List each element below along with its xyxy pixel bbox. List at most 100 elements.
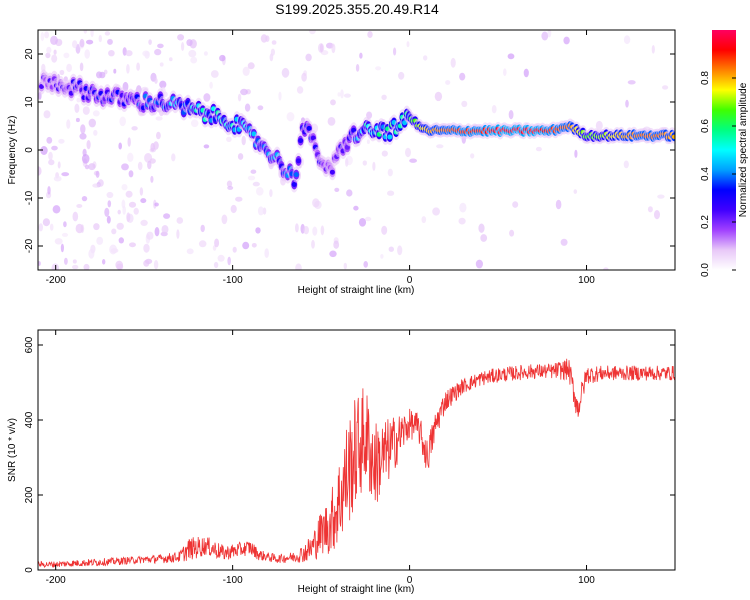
spectrogram-speckle <box>59 69 65 76</box>
spectrogram-x-tick-label: 0 <box>407 275 413 286</box>
spectrogram-speckle <box>226 136 232 142</box>
spectrogram-speckle <box>117 209 121 215</box>
spectrogram-speckle <box>104 31 111 36</box>
spectrogram-speckle <box>226 180 233 188</box>
spectrogram-speckle <box>136 62 141 71</box>
spectrogram-speckle <box>257 206 264 216</box>
spectrogram-speckle <box>129 242 136 248</box>
spectrogram-speckle <box>44 31 50 39</box>
spectrogram-speckle <box>353 205 359 211</box>
spectrogram-speckle <box>111 228 117 235</box>
spectrogram-y-tick-label: 10 <box>24 96 35 108</box>
spectrogram-speckle <box>118 237 125 244</box>
spectrogram-speckle <box>503 68 507 76</box>
spectrogram-speckle <box>66 119 71 129</box>
spectrogram-speckle <box>53 49 57 55</box>
spectrogram-speckle <box>72 40 78 49</box>
spectrogram-speckle <box>303 226 310 235</box>
spectrogram-x-ticks: -200 -100 0 100 <box>46 30 595 286</box>
spectrogram-speckle <box>81 154 90 164</box>
spectrogram-speckle <box>242 66 250 77</box>
spectrogram-ridge-core <box>310 135 316 141</box>
spectrogram-speckle <box>63 221 67 228</box>
spectrogram-ridge-core <box>387 134 393 140</box>
spectrogram-speckle <box>409 158 417 163</box>
spectrogram-speckle <box>305 53 312 62</box>
snr-x-tick-label: -200 <box>46 575 66 586</box>
spectrogram-x-tick-label: 100 <box>578 275 595 286</box>
spectrogram-speckle <box>95 170 100 178</box>
spectrogram-speckle <box>171 153 176 162</box>
spectrogram-speckle <box>48 151 53 161</box>
spectrogram-speckle <box>51 145 58 151</box>
spectrogram-speckle <box>133 207 139 215</box>
spectrogram-speckle <box>159 62 164 67</box>
spectrogram-speckle <box>72 211 79 222</box>
spectrogram-speckle <box>366 111 373 119</box>
spectrogram-y-axis-label: Frequency (Hz) <box>7 116 18 185</box>
spectrogram-y-tick-label: -10 <box>24 190 35 205</box>
spectrogram-speckle <box>116 263 124 270</box>
spectrogram-speckle <box>366 139 370 144</box>
figure-title: S199.2025.355.20.49.R14 <box>275 1 439 17</box>
spectrogram-speckle <box>48 159 55 166</box>
spectrogram-speckle <box>150 175 154 183</box>
spectrogram-speckle <box>320 225 325 236</box>
spectrogram-speckle <box>541 31 549 41</box>
spectrogram-speckle <box>625 99 629 108</box>
spectrogram-speckle <box>156 131 161 140</box>
spectrogram-speckle <box>176 217 184 224</box>
spectrogram-speckle <box>107 38 113 45</box>
spectrogram-heatmap <box>38 30 675 270</box>
spectrogram-speckle <box>118 142 122 150</box>
snr-y-axis-label: SNR (10 * v/v) <box>7 418 18 482</box>
colorbar-label: Normalized spectral amplitude <box>738 82 749 217</box>
spectrogram-speckle <box>86 39 94 45</box>
spectrogram-speckle <box>265 35 270 42</box>
spectrogram-speckle <box>153 260 159 270</box>
spectrogram-speckle <box>512 201 519 208</box>
spectrogram-speckle <box>535 146 542 152</box>
spectrogram-speckle <box>176 229 180 239</box>
spectrogram-speckle <box>329 250 337 258</box>
spectrogram-speckle <box>40 31 45 42</box>
spectrogram-speckle <box>125 50 133 57</box>
spectrogram-speckle <box>296 86 304 94</box>
spectrogram-speckle <box>45 52 51 59</box>
spectrogram-speckle <box>82 106 90 115</box>
spectrogram-speckle <box>250 169 257 174</box>
spectrogram-speckle <box>209 81 213 89</box>
spectrogram-ridge-core <box>291 182 297 187</box>
spectrogram-speckle <box>281 67 290 78</box>
spectrogram-y-tick-label: 0 <box>24 147 35 153</box>
spectrogram-speckle <box>43 110 51 119</box>
spectrogram-y-tick-label: 20 <box>24 48 35 60</box>
spectrogram-x-tick-label: -100 <box>223 275 243 286</box>
spectrogram-speckle <box>319 43 324 53</box>
spectrogram-speckle <box>480 234 488 242</box>
spectrogram-speckle <box>627 80 636 85</box>
spectrogram-speckle <box>96 71 103 79</box>
spectrogram-speckle <box>47 186 51 195</box>
spectrogram-speckle <box>311 239 315 249</box>
spectrogram-speckle <box>491 105 497 114</box>
spectrogram-speckle <box>257 105 264 111</box>
spectrogram-speckle <box>295 223 299 233</box>
spectrogram-speckle <box>241 135 246 146</box>
spectrogram-speckle <box>255 227 261 234</box>
spectrogram-speckle <box>60 243 64 253</box>
spectrogram-speckle <box>154 48 162 56</box>
spectrogram-y-ticks: -20 -10 0 10 20 <box>24 48 675 253</box>
spectrogram-speckle <box>92 110 100 117</box>
spectrogram-speckle <box>657 194 665 199</box>
spectrogram-speckle <box>186 248 194 255</box>
spectrogram-speckle <box>458 217 466 225</box>
spectrogram-speckle <box>651 45 655 54</box>
spectrogram-speckle <box>331 43 336 54</box>
colorbar-tick-label: 0.4 <box>700 167 711 181</box>
spectrogram-speckle <box>461 100 468 108</box>
spectrogram-speckle <box>242 241 250 250</box>
spectrogram-speckle <box>337 92 341 97</box>
spectrogram-speckle <box>190 56 198 64</box>
